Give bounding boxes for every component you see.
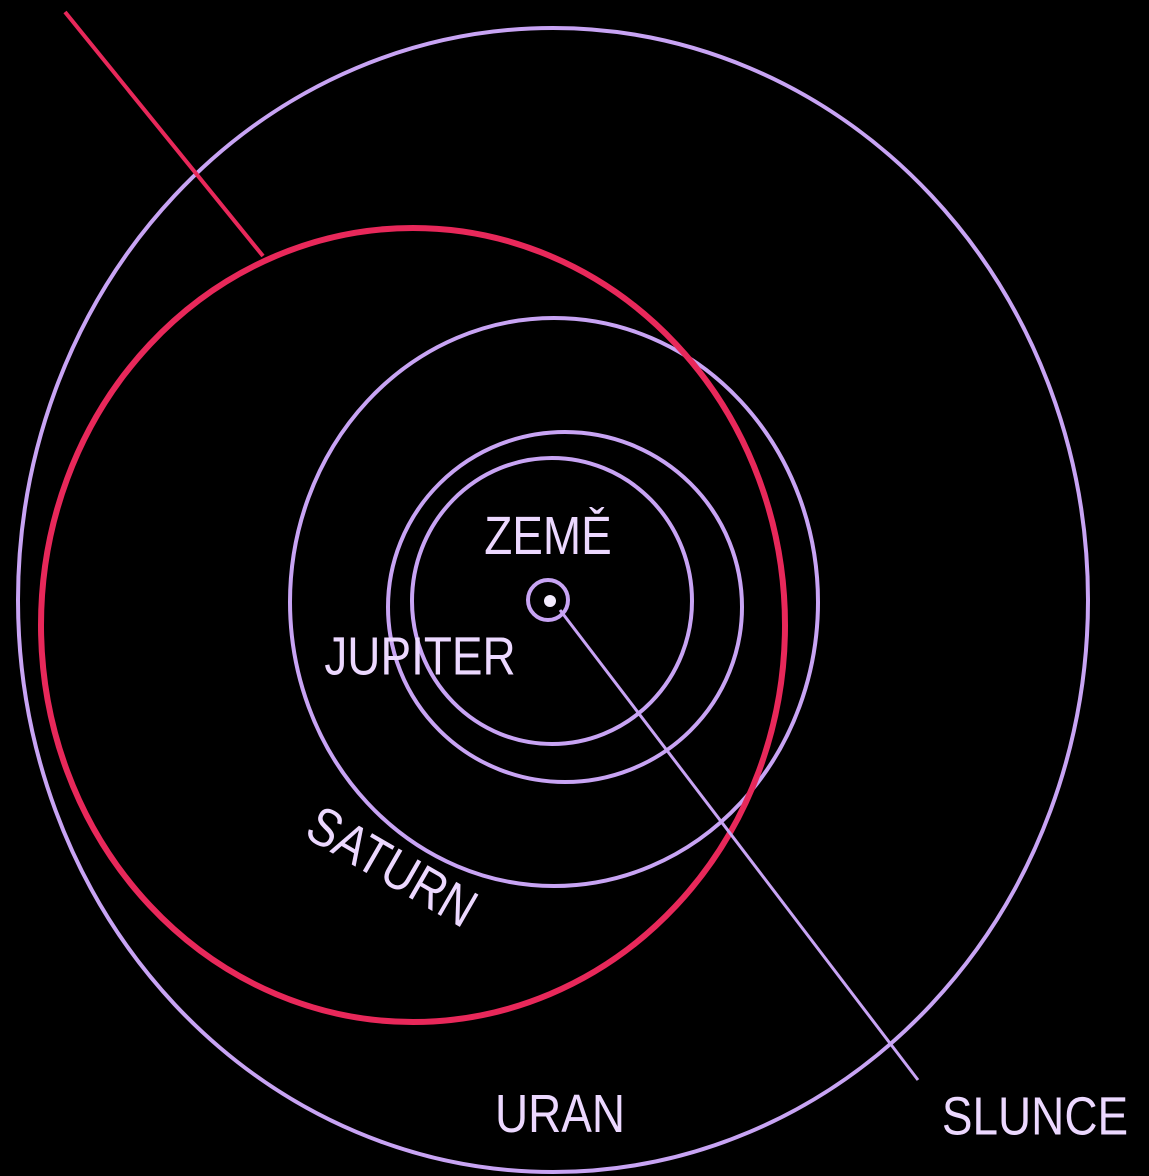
page: ZEMĚ JUPITER SATURN URAN SLUNCE (() => {… bbox=[0, 0, 1149, 1176]
orbit-diagram: ZEMĚ JUPITER SATURN URAN SLUNCE bbox=[0, 0, 1149, 1176]
jupiter-label: JUPITER bbox=[324, 626, 515, 686]
uranus-label: URAN bbox=[495, 1084, 625, 1144]
earth-label: ZEMĚ bbox=[484, 506, 611, 566]
sun bbox=[544, 595, 556, 607]
sun-label: SLUNCE bbox=[942, 1086, 1128, 1146]
